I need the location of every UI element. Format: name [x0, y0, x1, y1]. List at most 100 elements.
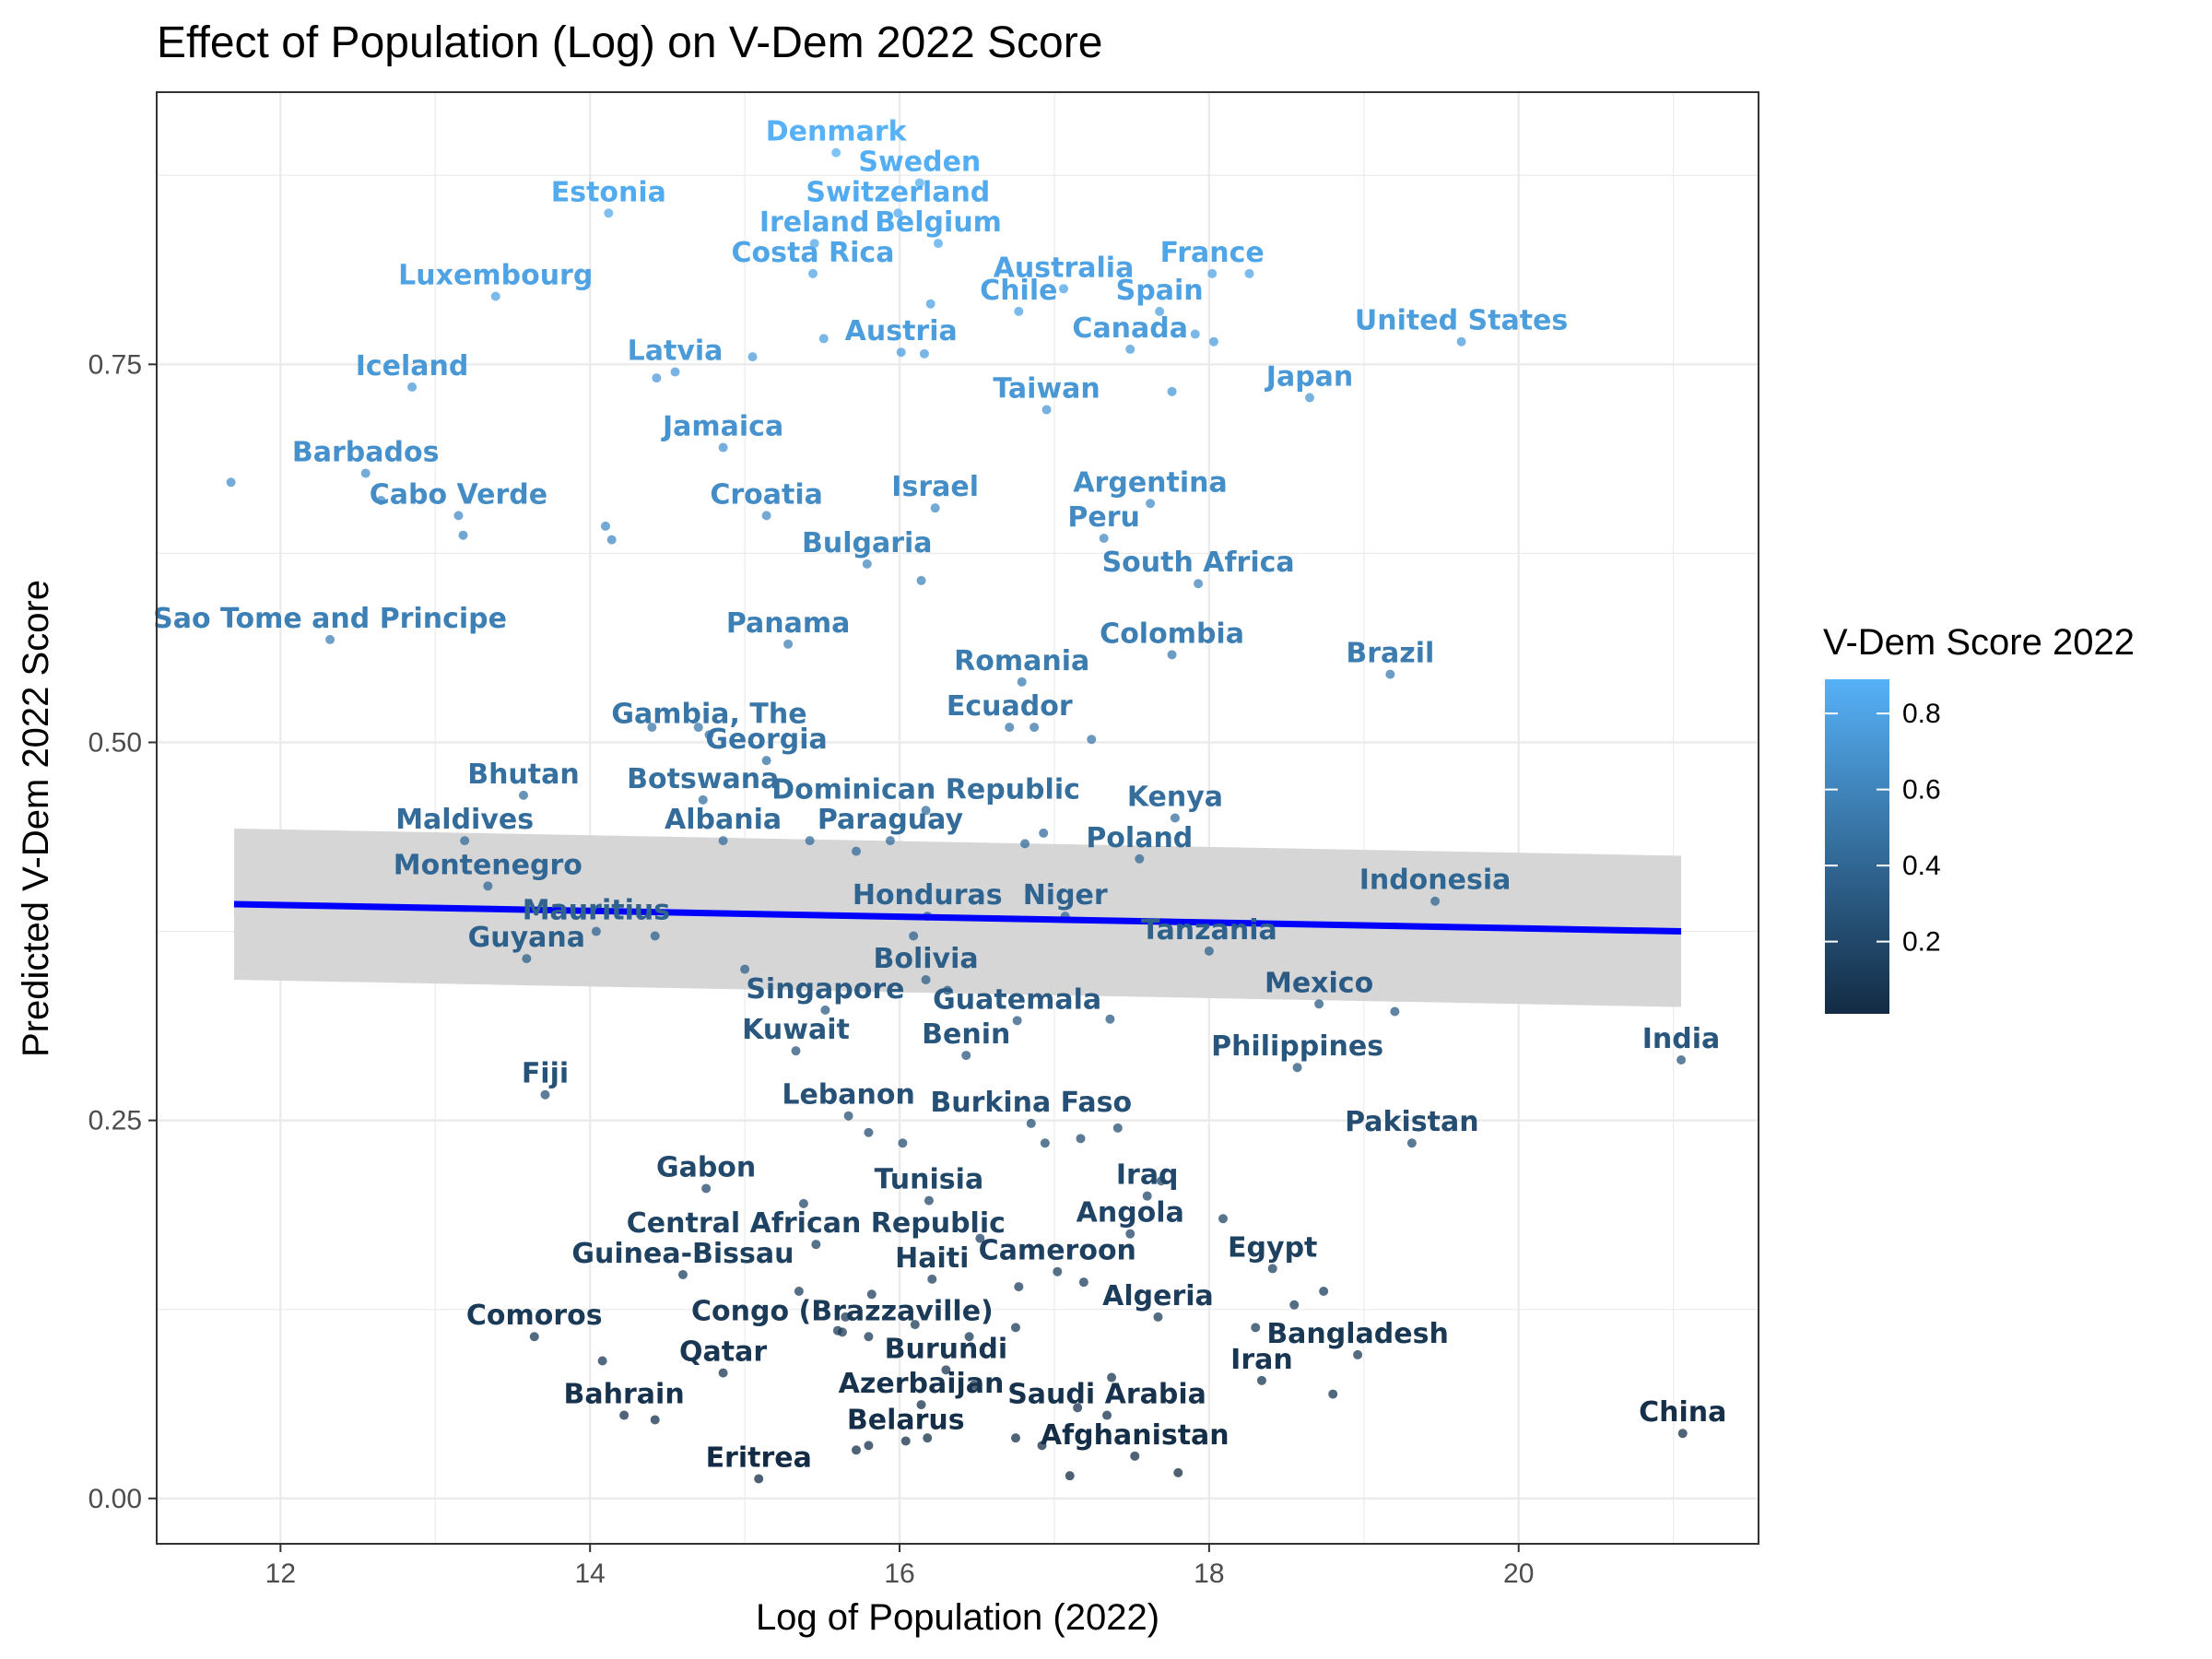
point-label: Egypt: [1228, 1231, 1317, 1264]
x-axis-ticks: 12 14 16 18 20: [265, 1544, 1534, 1589]
data-point: [1146, 499, 1156, 509]
point-label: Costa Rica: [732, 237, 895, 269]
point-label: Cabo Verde: [370, 478, 547, 511]
data-point: [969, 1380, 979, 1390]
legend-tick-label: 0.2: [1902, 927, 1941, 958]
data-point: [925, 299, 935, 309]
data-point: [1014, 1282, 1024, 1292]
x-tick-label: 18: [1194, 1559, 1224, 1589]
data-point: [893, 208, 903, 218]
data-point: [458, 530, 468, 540]
data-point: [916, 575, 926, 585]
data-point: [1207, 268, 1218, 278]
point-label: Romania: [954, 645, 1089, 677]
data-point: [1017, 677, 1027, 687]
point-label: Lebanon: [782, 1079, 915, 1112]
data-point: [919, 348, 929, 359]
point-label: France: [1160, 237, 1265, 269]
data-point: [1099, 533, 1109, 543]
data-point: [718, 442, 728, 453]
x-axis-title: Log of Population (2022): [756, 1597, 1159, 1638]
point-label: Austria: [845, 315, 958, 347]
legend-ticks: 0.2 0.4 0.6 0.8: [1825, 699, 1941, 958]
data-point: [606, 535, 617, 545]
data-point: [701, 1183, 712, 1194]
data-point: [864, 1441, 874, 1451]
point-label: Ireland: [759, 206, 870, 239]
point-label: Guyana: [468, 922, 585, 954]
point-label: Albania: [665, 804, 782, 836]
point-label: Maldives: [395, 804, 534, 836]
data-point: [740, 964, 750, 974]
data-point: [1125, 1229, 1135, 1239]
point-label: Bangladesh: [1266, 1318, 1449, 1350]
data-point: [1353, 1349, 1363, 1359]
data-point: [1208, 336, 1218, 347]
data-point: [930, 503, 940, 513]
data-point: [704, 730, 714, 740]
data-point: [761, 511, 771, 521]
point-label: Dominican Republic: [771, 773, 1080, 806]
data-point: [453, 511, 464, 521]
data-point: [1314, 999, 1324, 1009]
data-point: [1073, 1403, 1083, 1413]
y-tick-label: 0.50: [88, 727, 142, 758]
data-point: [747, 352, 758, 362]
legend-tick-label: 0.8: [1902, 699, 1941, 729]
data-point: [1218, 1214, 1228, 1224]
data-point: [652, 373, 662, 383]
point-label: South Africa: [1102, 547, 1295, 579]
x-tick-label: 12: [265, 1559, 296, 1589]
point-label: Switzerland: [806, 176, 990, 208]
data-point: [961, 1051, 971, 1061]
x-tick-label: 14: [574, 1559, 605, 1589]
data-point: [1406, 1138, 1417, 1148]
point-label: Gabon: [656, 1151, 756, 1183]
data-point: [900, 1436, 911, 1446]
data-point: [1267, 1264, 1277, 1274]
point-label: Paraguay: [818, 804, 964, 836]
point-label: Philippines: [1211, 1030, 1383, 1063]
point-label: Sweden: [858, 146, 981, 178]
point-label: Denmark: [766, 116, 908, 148]
point-label: Afghanistan: [1041, 1419, 1230, 1452]
data-point: [650, 931, 660, 941]
point-label: Ecuador: [947, 690, 1073, 723]
data-point: [798, 1198, 808, 1208]
point-label: Panama: [726, 607, 851, 640]
point-label: Chile: [980, 275, 1057, 307]
point-label: Iran: [1230, 1344, 1293, 1376]
point-label: Bhutan: [467, 759, 580, 791]
data-point: [718, 836, 728, 846]
data-point: [522, 954, 532, 964]
point-label: Kuwait: [742, 1014, 850, 1046]
color-legend: V-Dem Score 2022 0.2 0.4 0.6 0.8: [1823, 622, 2135, 1014]
point-label: Congo (Brazzaville): [691, 1295, 994, 1327]
point-label: Burundi: [885, 1333, 1008, 1365]
x-tick-label: 16: [884, 1559, 914, 1589]
data-point: [718, 1368, 728, 1378]
point-label: Mauritius: [523, 895, 670, 927]
data-point: [325, 634, 335, 644]
data-point: [914, 178, 924, 188]
point-label: Azerbaijan: [839, 1368, 1005, 1400]
data-point: [852, 1445, 862, 1455]
data-point: [1130, 1451, 1140, 1461]
point-label: Georgia: [705, 724, 827, 756]
data-point: [910, 1320, 920, 1330]
data-point: [1289, 1300, 1300, 1310]
data-point: [1053, 1266, 1063, 1277]
x-tick-label: 20: [1503, 1559, 1534, 1589]
data-point: [820, 1005, 830, 1015]
data-point: [864, 1127, 874, 1137]
data-point: [460, 836, 470, 846]
data-point: [1292, 1063, 1302, 1073]
data-point: [518, 790, 528, 800]
data-point: [809, 239, 819, 249]
plot-panel-border: [156, 91, 1759, 1545]
point-label: China: [1639, 1396, 1726, 1429]
point-label: Tunisia: [875, 1164, 984, 1196]
chart-title: Effect of Population (Log) on V-Dem 2022…: [157, 18, 1102, 67]
point-label: Algeria: [1102, 1280, 1214, 1312]
